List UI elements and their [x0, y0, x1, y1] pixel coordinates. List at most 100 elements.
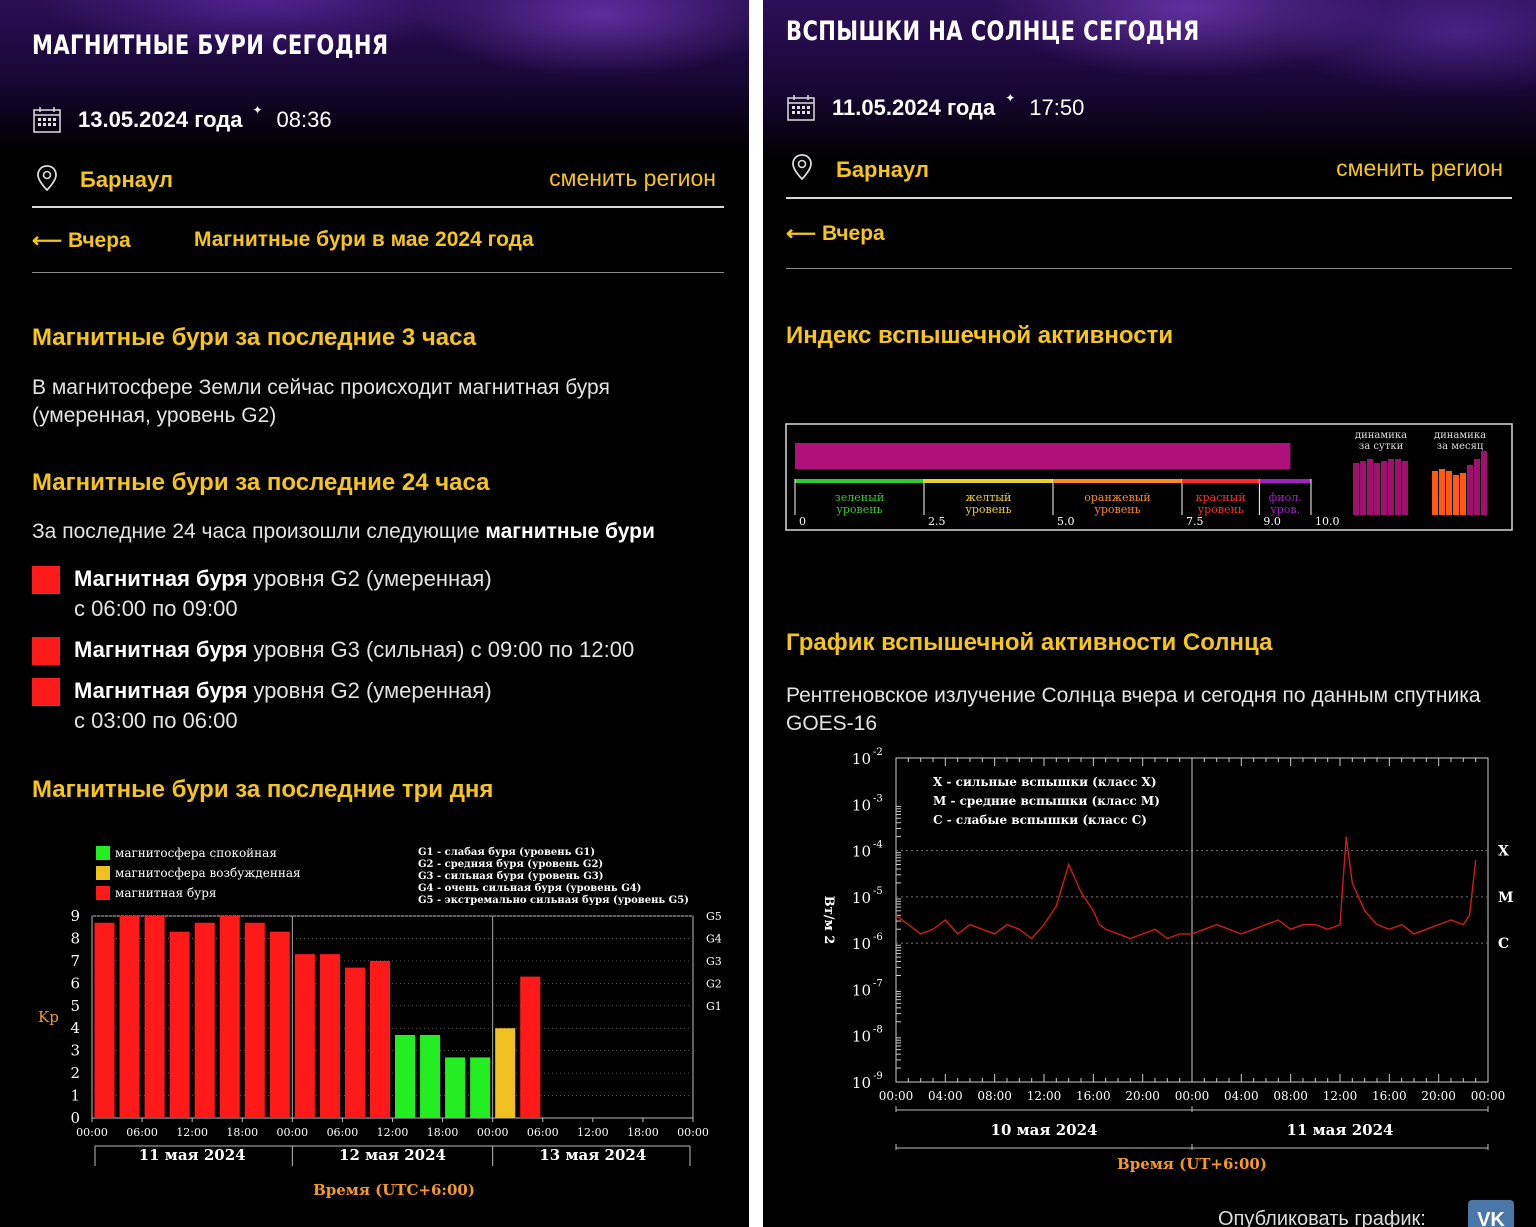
monthly-dynamics-bar — [1481, 451, 1487, 515]
section-text-3h: В магнитосфере Земли сейчас происходит м… — [32, 376, 610, 427]
kp-bar — [470, 1057, 491, 1118]
zone-label: уровень — [836, 503, 882, 516]
storm-period: с 03:00 по 06:00 — [74, 708, 238, 733]
city-name: Барнаул — [836, 157, 929, 182]
location-pin-icon — [37, 165, 57, 192]
g-level-tick: G3 — [706, 955, 722, 968]
x-tick-label: 18:00 — [427, 1126, 459, 1139]
y-tick-label: 4 — [70, 1019, 80, 1037]
x-tick-label: 04:00 — [1224, 1089, 1259, 1103]
calendar-icon — [33, 107, 61, 133]
scale-tick-label: 9.0 — [1263, 515, 1281, 528]
legend-entry: C - слабые вспышки (класс С) — [933, 813, 1147, 827]
flare-class-label: C — [1498, 936, 1509, 952]
section-text-bold: магнитные бури — [485, 520, 655, 543]
x-tick-label: 16:00 — [1372, 1089, 1407, 1103]
y-tick-label: 5 — [70, 997, 80, 1015]
zone-label: уровень — [1094, 503, 1140, 516]
storm-text: Магнитная буря уровня G3 (сильная) с 09:… — [74, 635, 634, 665]
legend-entry: M - средние вспышки (класс M) — [933, 794, 1160, 808]
x-tick-label: 08:00 — [1273, 1089, 1308, 1103]
section-text-plain: За последние 24 часа произошли следующие — [32, 520, 486, 543]
monthly-dynamics-bar — [1439, 469, 1445, 515]
monthly-dynamics-bar — [1474, 459, 1480, 515]
x-tick-label: 00:00 — [76, 1126, 108, 1139]
g-level-tick: G5 — [706, 910, 722, 923]
x-tick-label: 12:00 — [377, 1126, 409, 1139]
legend-label: магнитосфера спокойная — [115, 846, 277, 860]
flare-class-label: X — [1498, 844, 1509, 860]
change-region-link[interactable]: сменить регион — [1336, 155, 1503, 181]
vk-share-button[interactable]: VK — [1468, 1200, 1514, 1227]
yesterday-label: Вчера — [821, 222, 885, 245]
daily-dynamics-label: за сутки — [1359, 441, 1404, 452]
kp-bar — [344, 967, 365, 1118]
monthly-dynamics-bar — [1467, 465, 1473, 515]
month-storms-link[interactable]: Магнитные бури в мае 2024 года — [194, 228, 534, 251]
y-axis-label: Вт/м 2 — [821, 896, 836, 945]
storm-level: уровня G3 (сильная) с 09:00 по 12:00 — [247, 637, 635, 662]
time-value: 17:50 — [1029, 95, 1085, 120]
yesterday-link[interactable]: ⟵ Вчера — [32, 229, 131, 252]
zone-label: фиол. — [1269, 491, 1302, 504]
storm-level: уровня G2 (умеренная) — [247, 566, 492, 591]
storm-marker — [32, 637, 60, 665]
storm-level: уровня G2 (умеренная) — [247, 678, 492, 703]
scale-zone — [924, 479, 1053, 483]
x-tick-label: 04:00 — [928, 1089, 963, 1103]
scale-zone — [795, 479, 924, 483]
storm-item: Магнитная буря уровня G3 (сильная) с 09:… — [32, 635, 634, 665]
y-tick-exponent: -7 — [873, 978, 883, 989]
y-tick-label: 2 — [70, 1064, 80, 1082]
x-tick-label: 16:00 — [1076, 1089, 1111, 1103]
kp-bar — [219, 916, 240, 1118]
y-tick-label: 7 — [70, 952, 80, 970]
kp-bar — [169, 931, 190, 1118]
xray-flux-chart: 10-910-810-710-610-510-410-310 -2Вт/м 2XM… — [821, 747, 1514, 1173]
scale-tick-label: 10.0 — [1315, 515, 1340, 528]
legend-entry: X - сильные вспышки (класс X) — [933, 775, 1157, 789]
kp-bar — [94, 922, 115, 1118]
monthly-dynamics-bar — [1460, 473, 1466, 515]
time-value: 08:36 — [276, 107, 332, 132]
x-tick-label: 12:00 — [1323, 1089, 1358, 1103]
location-pin-icon — [792, 154, 812, 181]
legend-g-level: G2 - средняя буря (уровень G2) — [418, 859, 603, 870]
y-tick-label: 10 — [852, 1074, 871, 1092]
solar-flares-panel: ВСПЫШКИ НА СОЛНЦЕ СЕГОДНЯ 11.05.2024 год… — [763, 0, 1536, 1227]
sparkle-icon: ✦ — [1005, 91, 1016, 105]
x-tick-label: 00:00 — [677, 1126, 709, 1139]
storm-marker — [32, 566, 60, 594]
legend-label: магнитосфера возбужденная — [115, 866, 301, 880]
y-tick-label: 6 — [70, 974, 80, 992]
date-row: 11.05.2024 года ✦ 17:50 — [786, 91, 1085, 122]
section-title-flare-index: Индекс вспышечной активности — [786, 322, 1174, 349]
y-tick-exponent: -8 — [873, 1025, 883, 1036]
g-level-tick: G4 — [706, 932, 722, 945]
y-tick-label: 1 — [70, 1087, 80, 1105]
divider — [32, 272, 724, 273]
kp-bar — [319, 954, 340, 1118]
legend-swatch — [96, 866, 110, 880]
yesterday-link[interactable]: ⟵ Вчера — [786, 222, 885, 245]
date-row: 13.05.2024 года ✦ 08:36 — [32, 103, 332, 134]
change-region-link[interactable]: сменить регион — [549, 165, 716, 191]
daily-dynamics-bar — [1388, 459, 1394, 515]
x-tick-label: 00:00 — [1175, 1089, 1210, 1103]
zone-label: уров. — [1270, 503, 1300, 516]
publish-label: Опубликовать график: — [1218, 1208, 1426, 1227]
kp-bar — [420, 1034, 441, 1118]
kp-bar — [119, 916, 140, 1118]
storm-title: Магнитная буря — [74, 678, 248, 703]
monthly-dynamics-label: динамика — [1434, 430, 1486, 441]
cosmic-header-background — [0, 0, 749, 150]
yesterday-label: Вчера — [67, 229, 131, 252]
legend-swatch — [96, 886, 110, 900]
g-level-tick: G2 — [706, 977, 722, 990]
g-level-tick: G1 — [706, 1000, 722, 1013]
day-label: 11 мая 2024 — [1287, 1121, 1394, 1139]
y-tick-exponent: -2 — [873, 747, 883, 758]
x-axis-label: Время (UTC+6:00) — [313, 1181, 475, 1199]
storm-title: Магнитная буря — [74, 637, 248, 662]
kp-bar — [520, 976, 541, 1118]
